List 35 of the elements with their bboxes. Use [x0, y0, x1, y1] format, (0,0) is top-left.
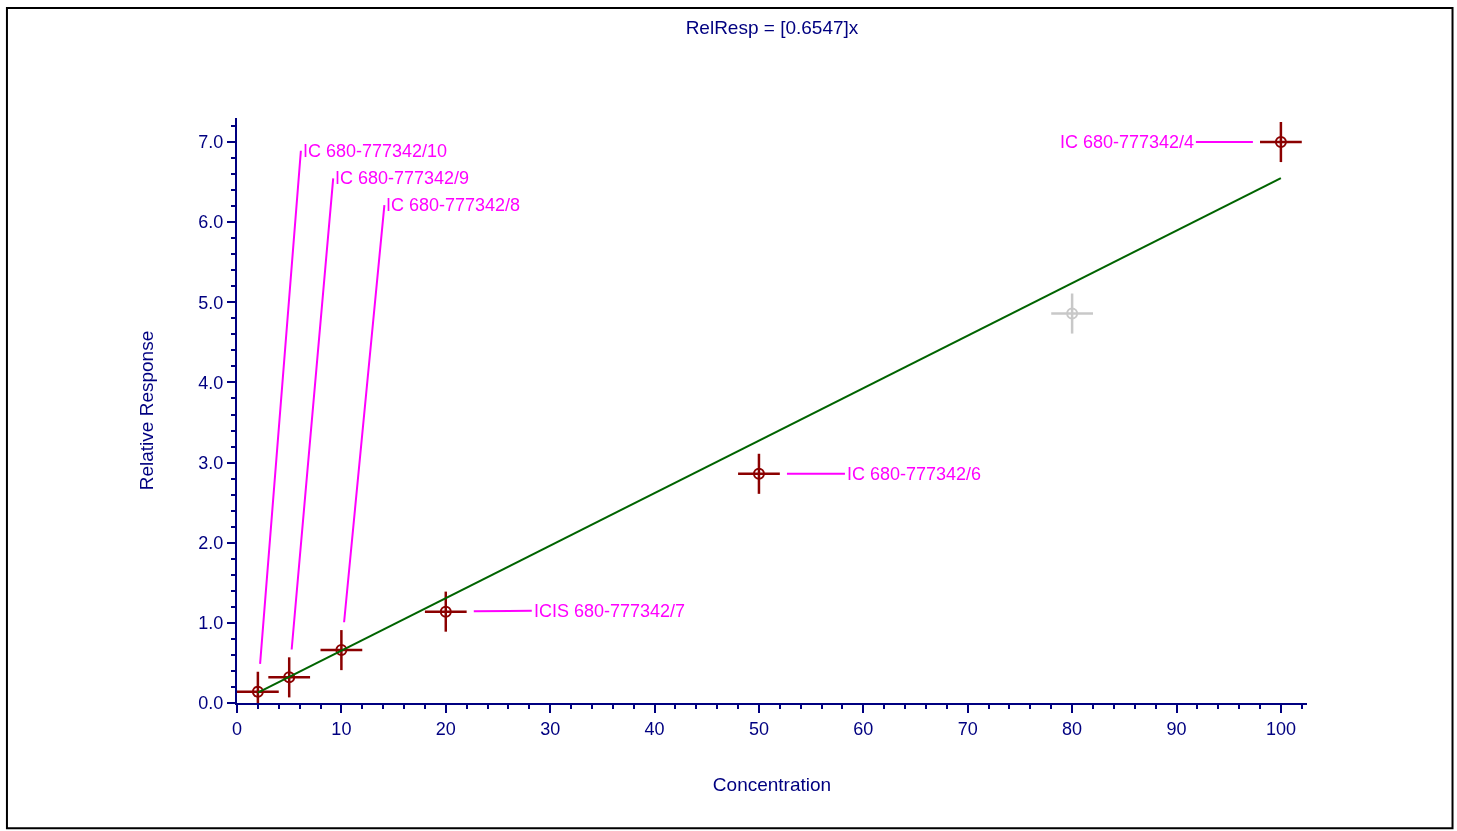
x-tick-label: 80: [1062, 718, 1083, 739]
y-tick-label: 2.0: [198, 533, 224, 554]
x-tick-label: 60: [853, 718, 874, 739]
y-tick-label: 5.0: [198, 292, 224, 313]
x-tick-label: 10: [331, 718, 352, 739]
point: [1066, 307, 1079, 320]
annotation: IC 680-777342/10: [303, 141, 448, 161]
annotation: IC 680-777342/8: [386, 195, 521, 215]
y-tick-label: 0.0: [198, 693, 224, 714]
x-tick-label: 100: [1265, 718, 1296, 739]
x-tick-label: 70: [957, 718, 978, 739]
y-tick-label: 7.0: [198, 132, 224, 153]
point: [335, 644, 348, 657]
chart-title: RelResp = [0.6547]x: [685, 17, 859, 39]
x-axis-title: Concentration: [712, 773, 832, 795]
point: [439, 605, 452, 618]
x-tick-label: 40: [644, 718, 665, 739]
point: [283, 671, 296, 684]
y-axis-title: Relative Response: [135, 330, 157, 491]
annotation: IC 680-777342/6: [847, 464, 982, 484]
y-tick-label: 4.0: [198, 372, 224, 393]
annotation: IC 680-777342/4: [1060, 132, 1195, 152]
x-tick-label: 90: [1166, 718, 1187, 739]
point: [752, 467, 765, 480]
point: [1274, 136, 1287, 149]
y-tick-label: 1.0: [198, 613, 224, 634]
annotation: IC 680-777342/9: [335, 168, 470, 188]
x-tick-label: 30: [540, 718, 561, 739]
point: [251, 685, 264, 698]
y-tick-label: 3.0: [198, 452, 224, 473]
annotation: ICIS 680-777342/7: [534, 601, 686, 621]
x-tick-label: 20: [435, 718, 456, 739]
x-tick-label: 50: [748, 718, 769, 739]
x-tick-label: 0: [231, 718, 243, 739]
y-tick-label: 6.0: [198, 212, 224, 233]
